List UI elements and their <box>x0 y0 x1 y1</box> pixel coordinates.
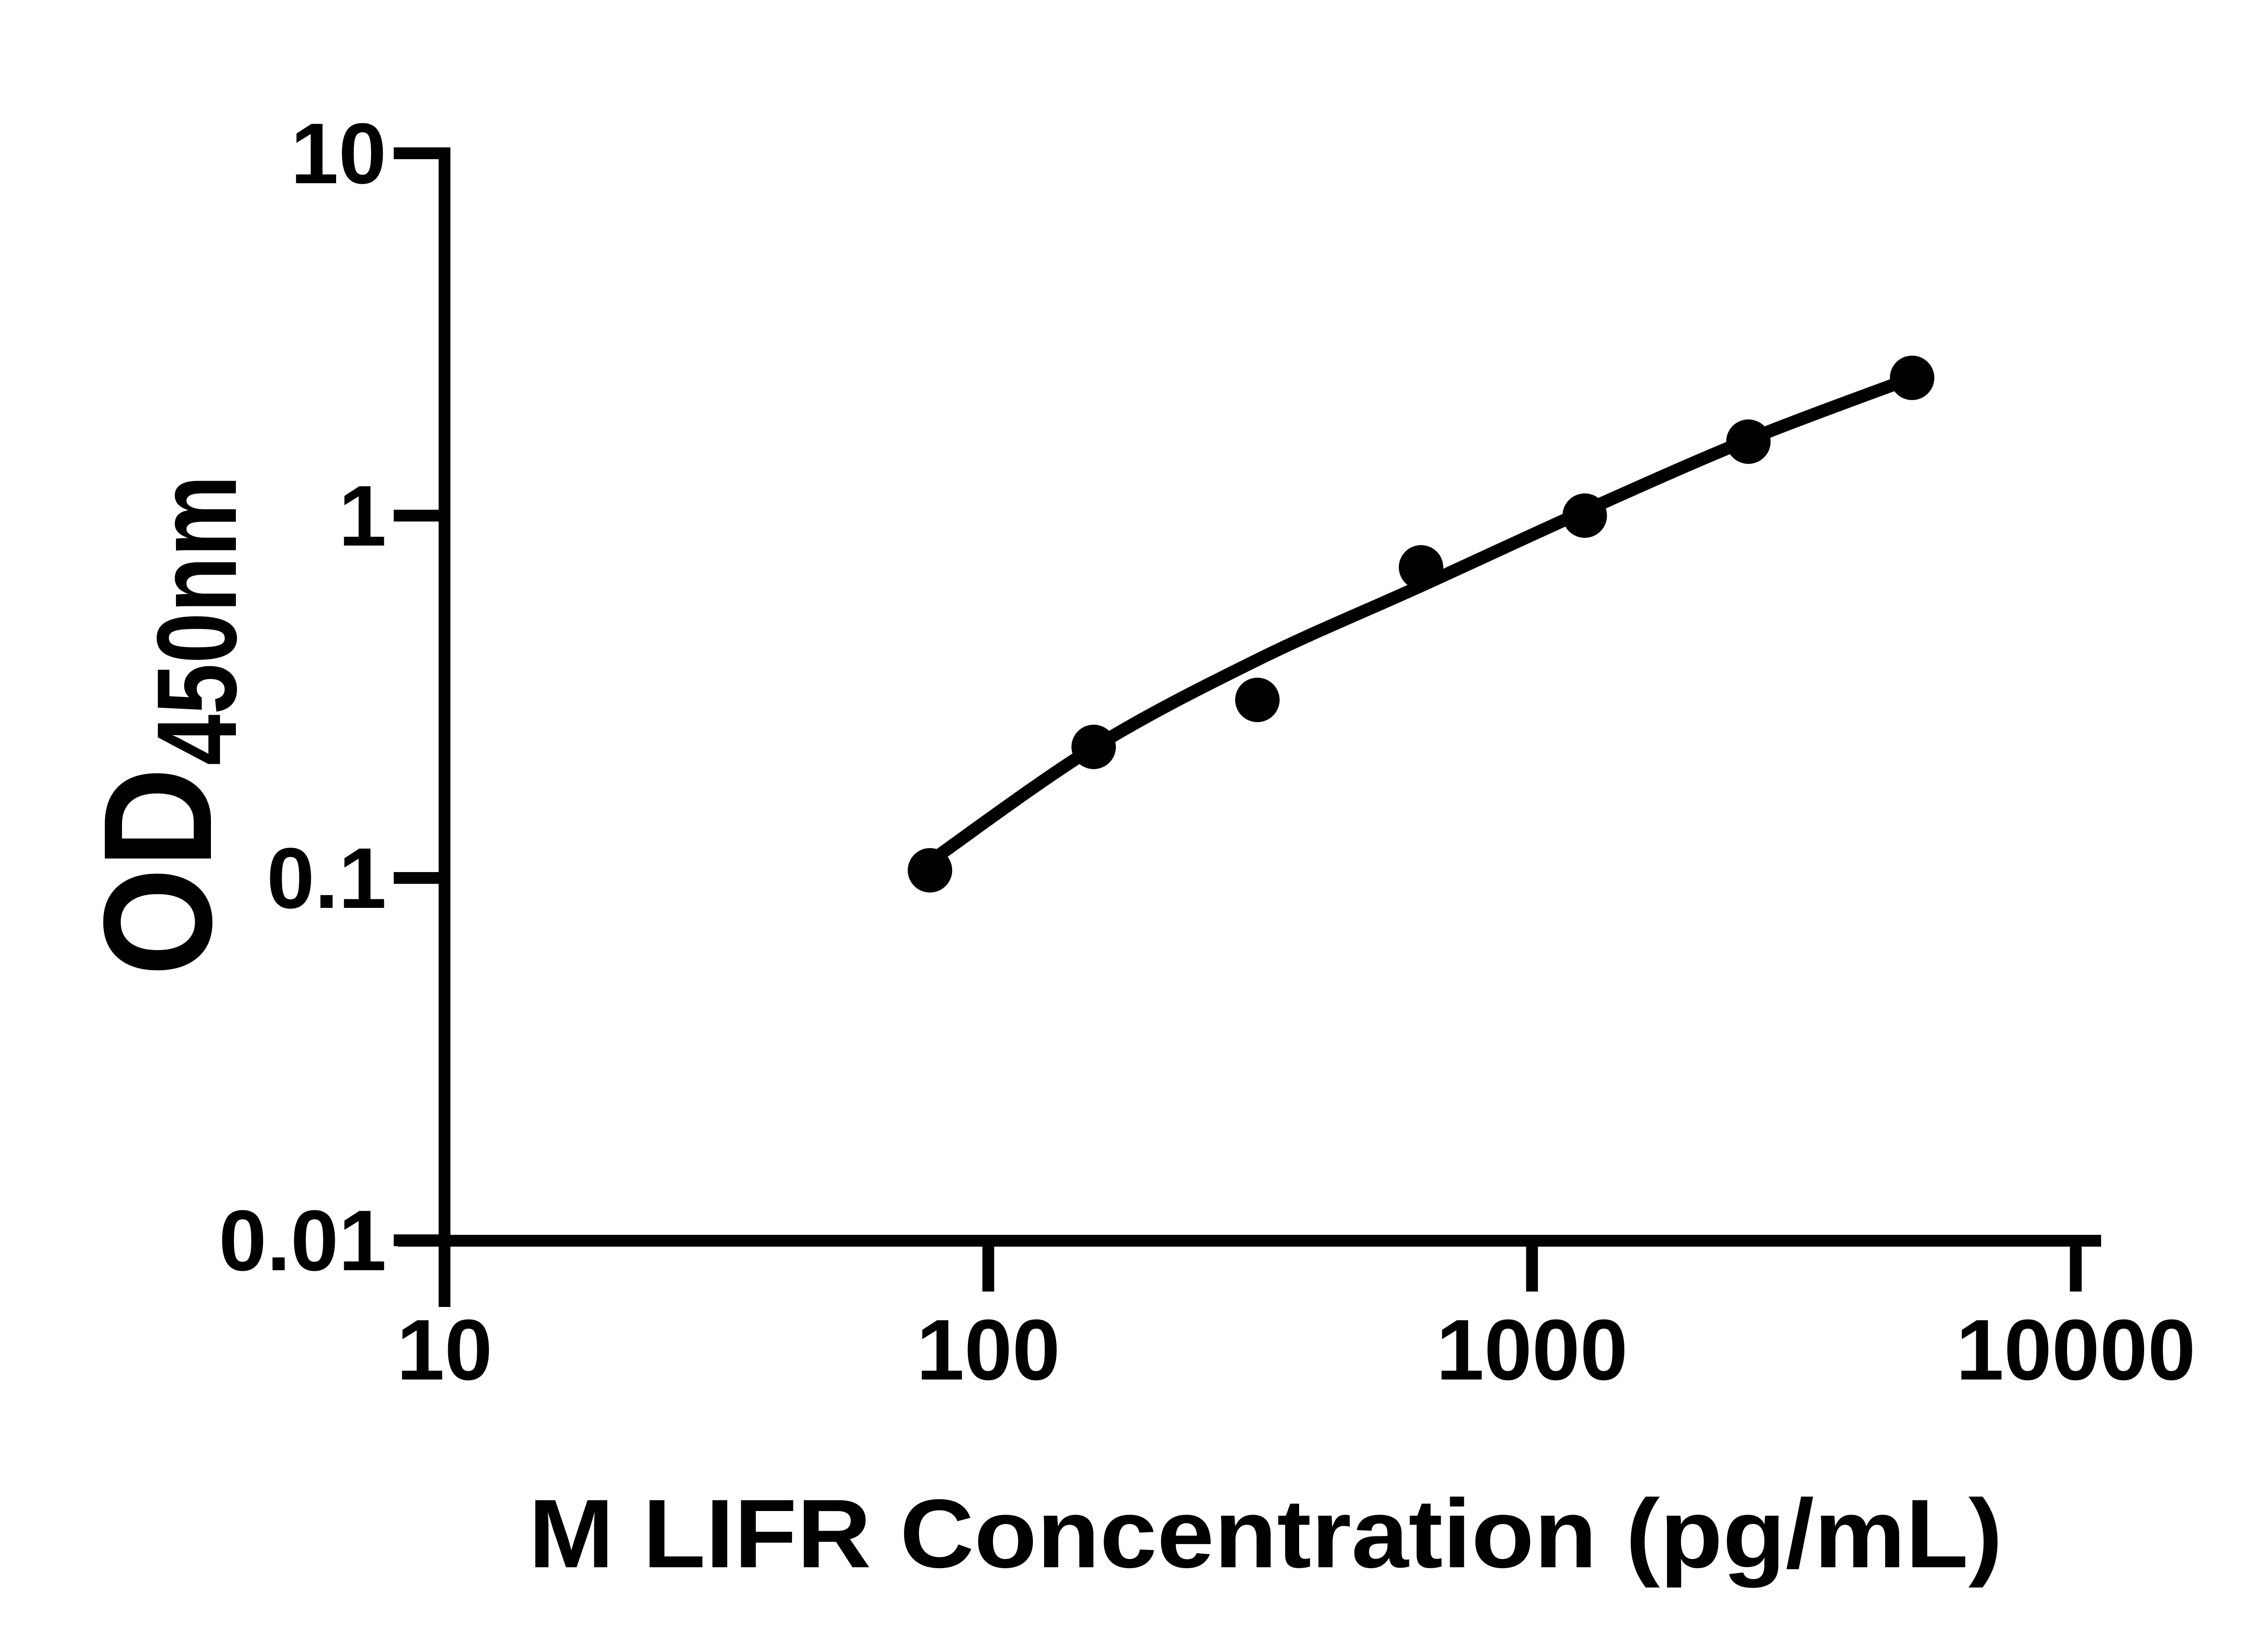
data-point <box>1726 419 1771 464</box>
x-tick-label: 100 <box>916 1302 1060 1398</box>
data-point <box>1398 545 1443 590</box>
x-tick-label: 10000 <box>1956 1302 2195 1398</box>
x-ticks-group <box>439 1241 2082 1292</box>
y-tick-label: 10 <box>291 106 386 202</box>
y-axis-title: OD 450nm <box>72 475 260 976</box>
x-tick-label: 1000 <box>1436 1302 1628 1398</box>
y-tick-label: 0.01 <box>219 1193 386 1289</box>
y-tick-label: 1 <box>338 468 386 564</box>
data-point <box>1562 493 1607 538</box>
data-point <box>1890 356 1935 400</box>
data-point <box>1235 678 1280 722</box>
data-point <box>1071 725 1116 769</box>
x-axis-title: M LIFR Concentration (pg/mL) <box>528 1479 2003 1588</box>
y-tick-labels-group: 10 1 0.1 0.01 <box>219 106 386 1289</box>
y-tick-label: 0.1 <box>267 830 386 926</box>
x-tick-labels-group: 10 100 1000 10000 <box>396 1302 2195 1398</box>
y-axis-title-main: OD <box>72 767 244 976</box>
y-ticks-group <box>394 147 445 1246</box>
data-point <box>908 848 953 893</box>
y-axis-title-subscript: 450nm <box>133 475 260 765</box>
data-points-group <box>908 356 1935 893</box>
x-tick-label: 10 <box>396 1302 492 1398</box>
